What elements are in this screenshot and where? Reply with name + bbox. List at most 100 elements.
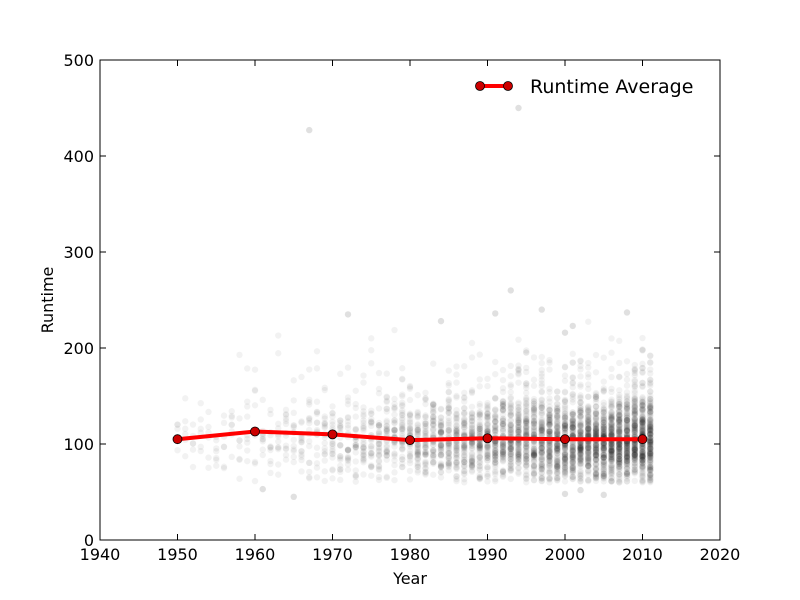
scatter-point bbox=[631, 428, 638, 436]
scatter-point bbox=[422, 418, 429, 425]
scatter-point bbox=[523, 411, 530, 419]
scatter-point bbox=[437, 428, 445, 436]
scatter-point bbox=[437, 463, 445, 470]
scatter-point bbox=[577, 456, 584, 463]
scatter-point bbox=[507, 412, 514, 419]
scatter-point bbox=[375, 423, 383, 431]
scatter-point bbox=[422, 459, 429, 467]
scatter-point bbox=[631, 422, 638, 429]
scatter-point bbox=[430, 405, 437, 412]
scatter-point bbox=[561, 408, 569, 415]
scatter-point bbox=[600, 454, 607, 462]
scatter-point bbox=[492, 438, 499, 446]
scatter-point bbox=[585, 432, 592, 439]
scatter-point bbox=[623, 426, 631, 434]
scatter-point bbox=[306, 414, 313, 422]
scatter-point bbox=[554, 449, 561, 457]
scatter-point bbox=[430, 447, 437, 454]
scatter-point bbox=[592, 407, 600, 415]
scatter-point bbox=[430, 452, 437, 460]
scatter-point bbox=[453, 443, 460, 450]
scatter-point bbox=[530, 417, 538, 425]
scatter-point bbox=[453, 394, 460, 401]
scatter-point bbox=[577, 475, 584, 483]
scatter-point bbox=[182, 425, 189, 432]
scatter-point bbox=[523, 440, 530, 448]
scatter-point bbox=[592, 470, 600, 477]
scatter-point bbox=[569, 424, 576, 432]
scatter-point bbox=[507, 381, 514, 388]
scatter-point bbox=[406, 396, 414, 404]
scatter-point bbox=[197, 416, 204, 423]
scatter-point bbox=[569, 453, 576, 461]
scatter-point bbox=[430, 421, 437, 429]
scatter-point bbox=[561, 451, 569, 458]
scatter-point bbox=[476, 422, 483, 429]
scatter-point bbox=[608, 404, 615, 411]
scatter-point bbox=[515, 440, 522, 447]
scatter-point bbox=[453, 458, 460, 466]
scatter-point bbox=[445, 442, 452, 450]
scatter-point bbox=[445, 445, 452, 452]
scatter-point bbox=[476, 439, 483, 446]
scatter-point bbox=[492, 448, 499, 455]
scatter-point bbox=[445, 427, 452, 435]
scatter-point bbox=[616, 444, 623, 452]
scatter-point bbox=[561, 421, 569, 428]
scatter-point bbox=[523, 380, 530, 387]
scatter-point bbox=[561, 397, 569, 404]
scatter-point bbox=[569, 393, 576, 400]
scatter-point bbox=[375, 451, 383, 458]
scatter-point bbox=[530, 421, 538, 428]
scatter-point bbox=[608, 457, 615, 464]
scatter-point bbox=[515, 412, 522, 419]
scatter-point bbox=[585, 403, 592, 411]
scatter-point bbox=[554, 404, 561, 412]
scatter-point bbox=[600, 440, 607, 447]
scatter-point bbox=[337, 452, 344, 460]
scatter-point bbox=[530, 411, 538, 418]
scatter-point bbox=[569, 391, 576, 398]
scatter-point bbox=[523, 472, 530, 479]
scatter-point bbox=[600, 427, 607, 435]
scatter-point bbox=[623, 449, 631, 456]
scatter-point bbox=[484, 444, 491, 451]
scatter-point bbox=[616, 416, 623, 423]
scatter-point bbox=[453, 429, 460, 436]
scatter-point bbox=[569, 399, 576, 406]
scatter-point bbox=[383, 417, 390, 424]
scatter-point bbox=[569, 473, 576, 481]
scatter-point bbox=[577, 460, 584, 467]
x-tick-label: 1980 bbox=[390, 545, 431, 564]
scatter-point bbox=[592, 456, 600, 464]
scatter-point bbox=[554, 458, 561, 466]
scatter-point bbox=[507, 426, 514, 433]
scatter-point bbox=[616, 465, 623, 472]
scatter-point bbox=[554, 406, 561, 413]
scatter-point bbox=[499, 473, 507, 480]
scatter-point bbox=[461, 420, 468, 427]
scatter-point bbox=[476, 463, 483, 470]
scatter-point bbox=[616, 455, 623, 462]
scatter-point bbox=[631, 406, 638, 414]
scatter-point bbox=[461, 394, 468, 402]
scatter-point bbox=[538, 431, 545, 439]
scatter-point bbox=[453, 444, 460, 451]
scatter-point bbox=[321, 457, 328, 464]
scatter-point bbox=[484, 478, 491, 485]
scatter-point bbox=[422, 468, 429, 475]
scatter-point bbox=[577, 444, 584, 451]
scatter-point bbox=[631, 421, 638, 429]
scatter-point bbox=[561, 444, 569, 452]
scatter-point bbox=[585, 478, 592, 485]
scatter-point bbox=[592, 411, 600, 418]
scatter-point bbox=[313, 419, 321, 426]
scatter-point bbox=[600, 491, 607, 499]
scatter-point bbox=[631, 456, 638, 464]
scatter-point bbox=[499, 420, 507, 428]
scatter-point bbox=[538, 462, 545, 469]
scatter-point bbox=[554, 428, 561, 435]
scatter-point bbox=[507, 458, 514, 465]
scatter-point bbox=[585, 425, 592, 432]
scatter-point bbox=[616, 443, 623, 451]
